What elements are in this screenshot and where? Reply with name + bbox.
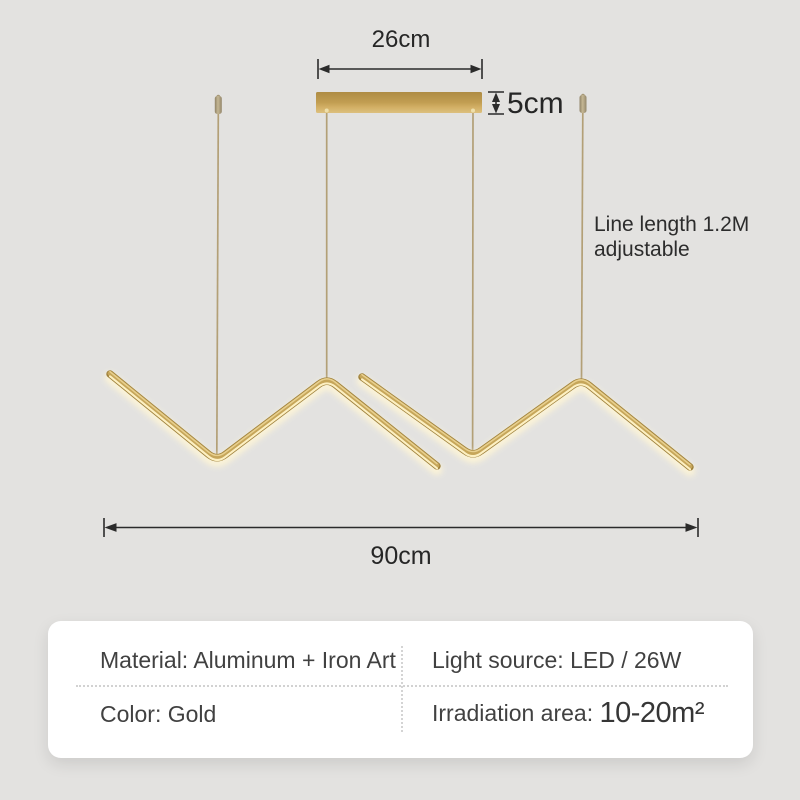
fixture-illustration [103,59,699,537]
bar-wire-joint-left [324,108,329,113]
ceiling-bar [316,92,482,113]
bar-wire-joint-right [471,108,475,113]
hanging-wires [215,111,584,460]
hanging-wire-1 [215,112,220,460]
led-tube-left [110,372,437,470]
spec-irradiation-label: Irradiation area: [432,700,594,726]
fixture-width-dimension-arrow [103,518,699,537]
wire-fittings [214,93,587,114]
spec-card: Material: Aluminum + Iron Art Light sour… [48,621,753,758]
fixture-width-label: 90cm [370,542,432,570]
spec-irradiation-value: 10-20m² [599,697,704,729]
wire-fitting-right [579,95,587,113]
bar-height-dimension-arrow [488,91,504,115]
spec-material: Material: Aluminum + Iron Art [100,647,396,673]
divider-vertical [401,646,403,732]
line-length-note: Line length 1.2M adjustable [594,213,750,261]
spec-irradiation: Irradiation area: 10-20m² [432,697,704,729]
wire-fitting-left [214,96,222,114]
bar-height-label: 5cm [507,87,564,120]
hanging-wire-4 [580,112,584,381]
spec-light-source: Light source: LED / 26W [432,647,682,673]
bar-width-dimension-arrow [317,59,483,79]
spec-color: Color: Gold [100,701,217,727]
led-tube-right [362,375,690,471]
bar-width-label: 26cm [371,26,431,53]
